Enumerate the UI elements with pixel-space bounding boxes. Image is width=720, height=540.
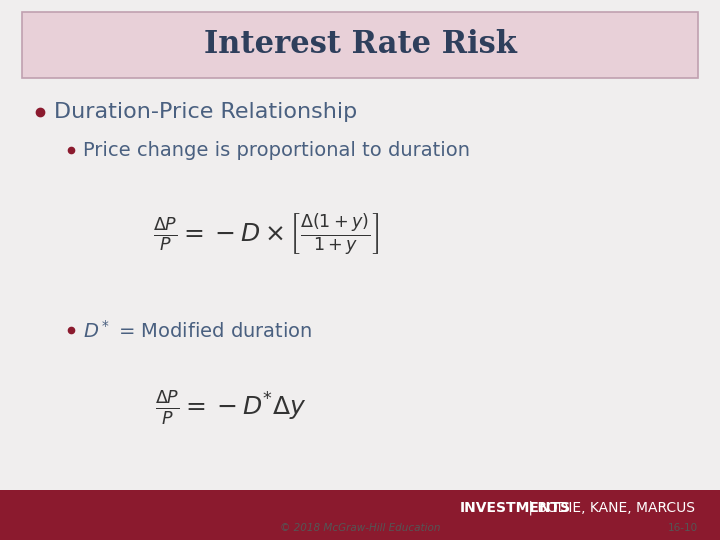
- Text: | BODIE, KANE, MARCUS: | BODIE, KANE, MARCUS: [523, 501, 695, 515]
- Text: Duration-Price Relationship: Duration-Price Relationship: [54, 102, 357, 123]
- FancyBboxPatch shape: [22, 12, 698, 78]
- FancyBboxPatch shape: [0, 490, 720, 540]
- Text: $D^*$ = Modified duration: $D^*$ = Modified duration: [83, 320, 312, 341]
- Text: $\frac{\Delta P}{P} = -D \times \left[ \frac{\Delta (1+y)}{1+y} \right]$: $\frac{\Delta P}{P} = -D \times \left[ \…: [153, 212, 379, 258]
- Text: © 2018 McGraw-Hill Education: © 2018 McGraw-Hill Education: [280, 523, 440, 533]
- Text: INVESTMENTS: INVESTMENTS: [459, 501, 570, 515]
- Text: Interest Rate Risk: Interest Rate Risk: [204, 29, 516, 60]
- Text: $\frac{\Delta P}{P} = -D^{*} \Delta y$: $\frac{\Delta P}{P} = -D^{*} \Delta y$: [155, 389, 306, 427]
- Text: Price change is proportional to duration: Price change is proportional to duration: [83, 140, 470, 160]
- Text: 16-10: 16-10: [668, 523, 698, 533]
